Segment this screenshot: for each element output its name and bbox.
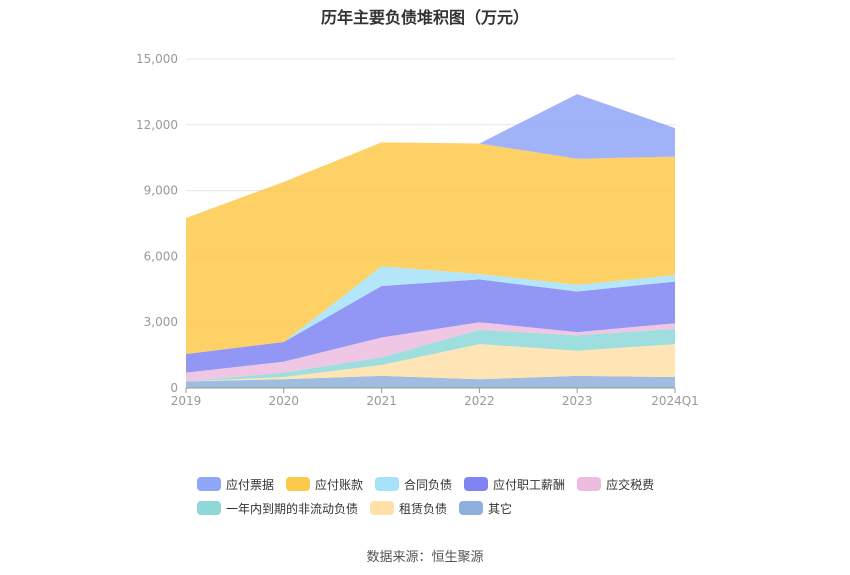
x-tick-label: 2020 <box>269 394 300 408</box>
legend-item[interactable]: 一年内到期的非流动负债 <box>197 500 358 517</box>
legend-item[interactable]: 应付职工薪酬 <box>464 476 565 493</box>
x-tick-label: 2023 <box>562 394 593 408</box>
legend-swatch <box>286 477 311 491</box>
legend-item[interactable]: 其它 <box>459 500 512 517</box>
area-series-其它 <box>186 375 675 388</box>
legend-label: 其它 <box>488 501 513 516</box>
legend-swatch <box>375 477 400 491</box>
y-tick-label: 9,000 <box>144 184 178 198</box>
legend-item[interactable]: 应付账款 <box>286 476 363 493</box>
legend-swatch <box>197 501 221 515</box>
y-tick-label: 0 <box>170 381 178 395</box>
legend-label: 应付职工薪酬 <box>493 477 566 492</box>
area-series-租赁负债 <box>186 344 675 382</box>
x-tick-label: 2021 <box>366 394 397 408</box>
x-tick-label: 2022 <box>464 394 495 408</box>
area-series-应付票据 <box>186 94 675 219</box>
x-tick-label: 2019 <box>171 394 202 408</box>
legend-label: 一年内到期的非流动负债 <box>226 501 359 516</box>
legend-swatch <box>197 477 221 491</box>
data-source: 数据来源：恒生聚源 <box>366 550 484 565</box>
legend-item[interactable]: 租赁负债 <box>370 500 447 517</box>
legend-swatch <box>577 477 602 491</box>
legend-row-1: 应付票据 应付账款 合同负债 应付职工薪酬 应交税费 <box>197 472 717 496</box>
area-series-应付职工薪酬 <box>186 279 675 373</box>
area-series-一年内到期的非流动负债 <box>186 328 675 382</box>
x-tick-label: 2024Q1 <box>651 394 699 408</box>
y-tick-label: 15,000 <box>136 52 178 66</box>
legend-label: 应付账款 <box>315 477 364 492</box>
legend-label: 应交税费 <box>606 477 655 492</box>
area-series-应交税费 <box>186 322 675 382</box>
y-tick-label: 3,000 <box>144 315 178 329</box>
legend-row-2: 一年内到期的非流动负债 租赁负债 其它 <box>197 496 717 520</box>
legend-swatch <box>464 477 489 491</box>
y-tick-label: 6,000 <box>144 249 178 263</box>
legend-label: 应付票据 <box>226 477 275 492</box>
chart-legend: 应付票据 应付账款 合同负债 应付职工薪酬 应交税费 一年内到期的非流动负债 租赁负债 其它 <box>197 472 717 520</box>
stacked-area-chart: 0 3,000 6,000 9,000 12,000 15,000 2019 2020 2021… <box>136 52 699 408</box>
legend-item[interactable]: 应交税费 <box>577 476 654 493</box>
legend-swatch <box>370 501 395 515</box>
area-series-应付账款 <box>186 142 675 355</box>
legend-item[interactable]: 合同负债 <box>375 476 452 493</box>
area-series-合同负债 <box>186 266 675 355</box>
legend-label: 租赁负债 <box>399 501 448 516</box>
legend-label: 合同负债 <box>404 477 453 492</box>
y-tick-label: 12,000 <box>136 118 178 132</box>
legend-item[interactable]: 应付票据 <box>197 476 274 493</box>
legend-swatch <box>459 501 484 515</box>
chart-title: 历年主要负债堆积图（万元） <box>320 8 529 27</box>
